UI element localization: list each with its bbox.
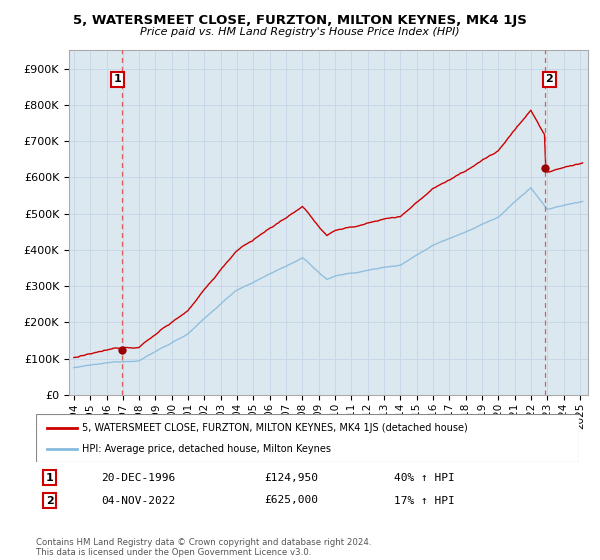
Text: 2: 2 — [46, 496, 53, 506]
Text: £124,950: £124,950 — [264, 473, 318, 483]
Text: 20-DEC-1996: 20-DEC-1996 — [101, 473, 175, 483]
Text: 5, WATERSMEET CLOSE, FURZTON, MILTON KEYNES, MK4 1JS: 5, WATERSMEET CLOSE, FURZTON, MILTON KEY… — [73, 14, 527, 27]
Text: 1: 1 — [46, 473, 53, 483]
Text: Contains HM Land Registry data © Crown copyright and database right 2024.
This d: Contains HM Land Registry data © Crown c… — [36, 538, 371, 557]
Text: Price paid vs. HM Land Registry's House Price Index (HPI): Price paid vs. HM Land Registry's House … — [140, 27, 460, 37]
Text: 5, WATERSMEET CLOSE, FURZTON, MILTON KEYNES, MK4 1JS (detached house): 5, WATERSMEET CLOSE, FURZTON, MILTON KEY… — [82, 423, 468, 433]
Text: 17% ↑ HPI: 17% ↑ HPI — [394, 496, 455, 506]
Text: 2: 2 — [545, 74, 553, 85]
Text: £625,000: £625,000 — [264, 496, 318, 506]
Text: 04-NOV-2022: 04-NOV-2022 — [101, 496, 175, 506]
Text: HPI: Average price, detached house, Milton Keynes: HPI: Average price, detached house, Milt… — [82, 444, 331, 454]
Text: 40% ↑ HPI: 40% ↑ HPI — [394, 473, 455, 483]
Text: 1: 1 — [113, 74, 121, 85]
